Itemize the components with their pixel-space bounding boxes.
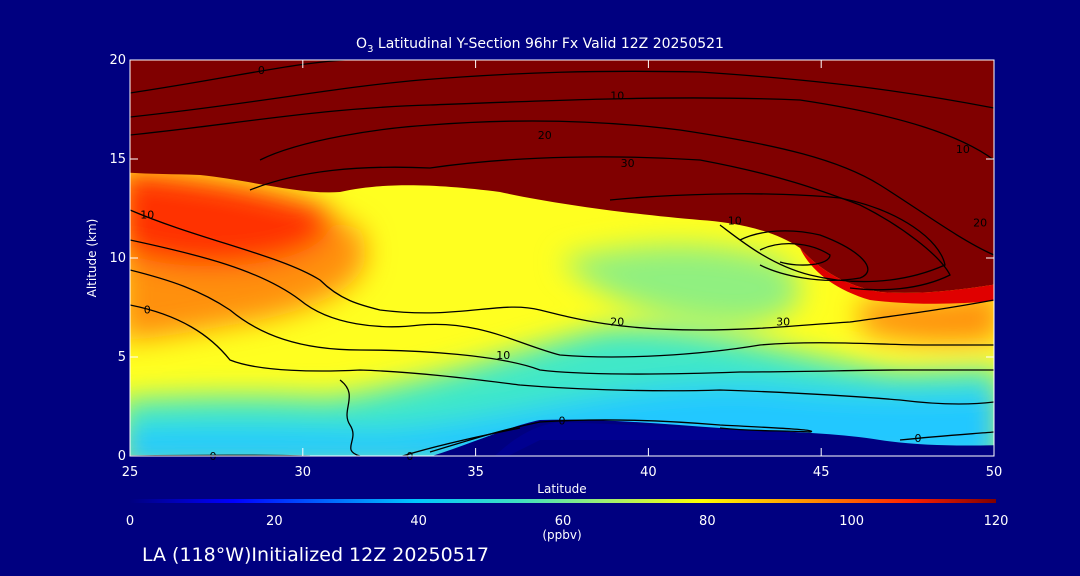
x-tick-label: 45 (813, 465, 830, 480)
contour-label: 20 (610, 315, 624, 328)
colorbar-tick-label: 60 (555, 514, 572, 529)
contour-label: 20 (538, 129, 552, 142)
colorbar-tick-label: 100 (839, 514, 864, 529)
x-tick-label: 40 (640, 465, 657, 480)
contour-label: 30 (776, 315, 790, 328)
footer-caption: LA (118°W)Initialized 12Z 20250517 (142, 544, 489, 566)
contour-label: 10 (728, 214, 742, 227)
colorbar-tick-label: 20 (266, 514, 283, 529)
y-axis: 0 5 10 15 20 (109, 53, 994, 464)
contour-label: 10 (956, 143, 970, 156)
contour-label: 0 (144, 303, 151, 316)
colorbar-tick-label: 0 (126, 514, 134, 529)
y-tick-label: 10 (109, 251, 126, 266)
contour-label: 10 (496, 349, 510, 362)
y-tick-label: 20 (109, 53, 126, 68)
x-axis-label: Latitude (537, 482, 586, 496)
contour-label: 0 (914, 432, 921, 445)
x-tick-label: 30 (295, 465, 312, 480)
contour-lines (130, 60, 994, 456)
contour-fill (130, 60, 994, 456)
colorbar-ticks: 0 20 40 60 80 100 120 (126, 514, 1009, 529)
contour-label: 10 (140, 208, 154, 221)
contour-label: 10 (610, 90, 624, 103)
y-tick-label: 5 (118, 350, 126, 365)
x-axis: 25 30 35 40 45 50 (122, 60, 1003, 480)
chart-title: O3 Latitudinal Y-Section 96hr Fx Valid 1… (356, 36, 724, 55)
colorbar-tick-label: 40 (410, 514, 427, 529)
contour-label: 20 (973, 216, 987, 229)
y-tick-label: 0 (118, 449, 126, 464)
y-tick-label: 15 (109, 152, 126, 167)
contour-label: 0 (559, 414, 566, 427)
colorbar-tick-label: 80 (699, 514, 716, 529)
contour-label: 0 (258, 64, 265, 77)
colorbar (130, 499, 996, 503)
y-axis-label: Altitude (km) (85, 219, 99, 298)
x-tick-label: 50 (986, 465, 1003, 480)
colorbar-tick-label: 120 (984, 514, 1009, 529)
contour-label: 30 (621, 157, 635, 170)
colorbar-unit: (ppbv) (542, 528, 581, 542)
x-tick-label: 35 (467, 465, 484, 480)
x-tick-label: 25 (122, 465, 139, 480)
